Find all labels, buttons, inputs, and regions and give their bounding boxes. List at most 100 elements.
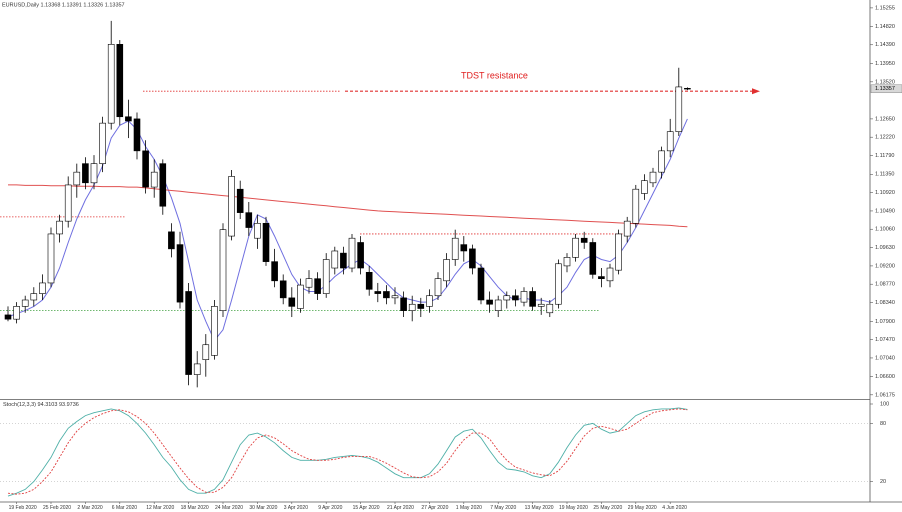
candle-body xyxy=(606,267,614,282)
candle-body xyxy=(271,261,278,282)
candle-body xyxy=(185,291,192,375)
candle-body xyxy=(580,237,588,243)
candle-body xyxy=(21,299,29,307)
candle-body xyxy=(460,244,468,252)
moving-average xyxy=(8,184,688,228)
candle-body xyxy=(512,295,519,301)
x-tick-label: 29 May 2020 xyxy=(628,505,657,511)
candle-body xyxy=(589,242,597,275)
candle-body xyxy=(391,295,399,299)
y-tick-label: 1.06600 xyxy=(875,374,895,380)
y-tick-label: 1.11350 xyxy=(875,172,894,178)
y-tick-label: 1.15255 xyxy=(875,5,895,11)
candle-body xyxy=(73,171,81,186)
candle-body xyxy=(64,184,72,222)
x-tick-label: 12 Mar 2020 xyxy=(146,505,174,511)
candle-body xyxy=(649,171,657,184)
candle-body xyxy=(348,237,356,269)
candle-body xyxy=(150,171,158,188)
x-tick-label: 18 Mar 2020 xyxy=(181,505,209,511)
candle-body xyxy=(374,291,382,294)
candle-body xyxy=(305,278,313,288)
candle-body xyxy=(288,297,296,307)
candle-body xyxy=(107,44,115,124)
y-tick-label: 1.10920 xyxy=(875,190,895,196)
candle-body xyxy=(666,131,674,152)
candle-body xyxy=(572,237,579,258)
y-tick-label: 1.08340 xyxy=(875,300,895,306)
candle-body xyxy=(245,212,253,228)
candle-body xyxy=(443,259,450,282)
candle-body xyxy=(56,220,63,235)
candle-body xyxy=(451,237,459,260)
candle-body xyxy=(13,306,20,320)
x-tick-label: 21 Apr 2020 xyxy=(387,505,414,511)
candle-body xyxy=(236,188,244,213)
last-price-box xyxy=(870,84,902,94)
indicator-tick-label: 100 xyxy=(880,401,889,407)
candle-body xyxy=(133,118,141,152)
candle-body xyxy=(623,220,631,237)
candle-body xyxy=(546,303,554,314)
x-tick-label: 19 Feb 2020 xyxy=(9,505,37,511)
candle-body xyxy=(159,163,167,207)
y-tick-label: 1.13950 xyxy=(875,61,895,67)
candle-body xyxy=(176,244,184,303)
candle-body xyxy=(331,250,339,269)
candle-body xyxy=(219,229,227,311)
candle-body xyxy=(486,299,493,305)
candle-body xyxy=(503,295,511,301)
y-tick-label: 1.12220 xyxy=(875,135,895,141)
symbol-header: EURUSD,Daily 1.13368 1.13391 1.13326 1.1… xyxy=(2,2,125,8)
candle-body xyxy=(211,306,218,356)
candle-body xyxy=(279,280,287,299)
candle-body xyxy=(426,295,433,307)
candle-body xyxy=(383,291,390,299)
stochastic-line xyxy=(7,408,688,495)
last-price-label: 1.13357 xyxy=(875,86,895,92)
candle-body xyxy=(615,233,622,271)
y-tick-label: 1.14390 xyxy=(875,42,895,48)
candle-body xyxy=(408,303,416,311)
candle-body xyxy=(90,163,98,184)
y-tick-label: 1.07470 xyxy=(875,337,895,343)
indicator-title: Stoch(12,3,3) 94.3103 93.9736 xyxy=(3,402,79,408)
x-tick-label: 25 Feb 2020 xyxy=(43,505,71,511)
candle-body xyxy=(262,222,270,262)
candle-body xyxy=(47,233,55,284)
x-tick-label: 3 Apr 2020 xyxy=(284,505,308,511)
x-tick-label: 30 Mar 2020 xyxy=(249,505,277,511)
candle-body xyxy=(563,257,571,267)
candle-body xyxy=(39,282,46,294)
candle-body xyxy=(202,344,210,360)
candle-body xyxy=(82,163,89,184)
moving-average xyxy=(7,118,688,342)
y-tick-label: 1.08770 xyxy=(875,282,895,288)
candle-body xyxy=(314,278,321,294)
candle-body xyxy=(641,180,648,194)
x-tick-label: 13 May 2020 xyxy=(525,505,554,511)
candle-body xyxy=(168,231,175,250)
y-tick-label: 1.09200 xyxy=(875,263,895,269)
stochastic-line xyxy=(7,407,688,497)
y-tick-label: 1.14820 xyxy=(875,24,895,30)
x-tick-label: 7 May 2020 xyxy=(490,505,516,511)
candle-body xyxy=(537,303,545,307)
y-tick-label: 1.09630 xyxy=(875,245,895,251)
annotation: TDST resistance xyxy=(461,70,528,80)
y-tick-label: 1.07040 xyxy=(875,355,895,361)
candle-body xyxy=(417,303,425,309)
x-tick-label: 6 Mar 2020 xyxy=(112,505,138,511)
candle-body xyxy=(529,291,536,307)
y-tick-label: 1.13520 xyxy=(875,79,895,85)
x-tick-label: 19 May 2020 xyxy=(559,505,588,511)
candle-body xyxy=(254,222,261,239)
x-tick-label: 25 May 2020 xyxy=(593,505,622,511)
y-tick-label: 1.06175 xyxy=(875,392,895,398)
x-tick-label: 27 Apr 2020 xyxy=(421,505,448,511)
candle-body xyxy=(340,252,347,269)
candle-body xyxy=(116,44,124,118)
candle-body xyxy=(658,150,665,173)
